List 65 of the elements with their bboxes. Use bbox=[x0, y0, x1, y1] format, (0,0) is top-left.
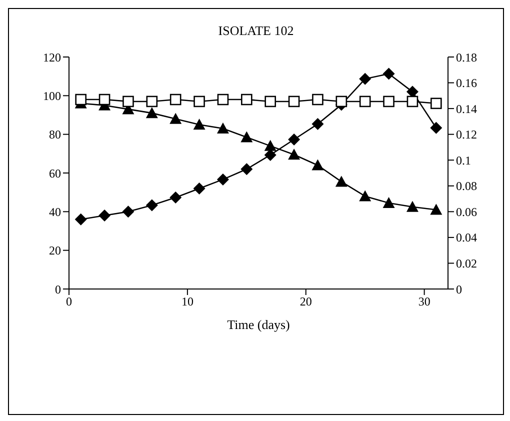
point bbox=[312, 159, 324, 170]
point bbox=[359, 190, 372, 202]
point bbox=[382, 68, 395, 80]
x-tick-label: 30 bbox=[418, 294, 430, 309]
point bbox=[359, 96, 371, 108]
point bbox=[146, 96, 158, 108]
point bbox=[193, 182, 206, 194]
point bbox=[383, 96, 394, 108]
y2-tick-label: 0 bbox=[456, 282, 462, 296]
point bbox=[146, 107, 158, 118]
y-tick-label: 60 bbox=[49, 166, 61, 180]
point bbox=[217, 94, 229, 106]
y-tick-label: 100 bbox=[43, 88, 61, 103]
x-tick-label: 20 bbox=[300, 294, 312, 309]
point bbox=[241, 94, 252, 106]
y2-tick-label: 0.12 bbox=[456, 128, 477, 142]
point bbox=[98, 210, 111, 222]
point bbox=[170, 94, 182, 106]
point bbox=[170, 191, 182, 204]
y2-tick-label: 0.06 bbox=[456, 204, 477, 219]
y-tick-label: 40 bbox=[49, 204, 61, 219]
point bbox=[336, 96, 348, 108]
y-tick-label: 20 bbox=[49, 244, 61, 258]
point bbox=[75, 94, 86, 106]
point bbox=[216, 122, 229, 134]
point bbox=[122, 206, 134, 218]
chart-title: ISOLATE 102 bbox=[217, 23, 295, 39]
point bbox=[312, 94, 324, 106]
point bbox=[359, 72, 372, 85]
x-tick-label: 10 bbox=[181, 294, 194, 309]
point bbox=[430, 204, 442, 215]
point bbox=[335, 176, 348, 187]
point bbox=[430, 122, 442, 134]
y2-tick-label: 0.18 bbox=[456, 50, 477, 64]
point bbox=[122, 96, 134, 108]
x-axis-title: Time (days) bbox=[227, 317, 290, 332]
point bbox=[194, 96, 205, 108]
point bbox=[146, 199, 158, 212]
point bbox=[406, 200, 418, 212]
point bbox=[98, 94, 110, 106]
y2-tick-label: 0.14 bbox=[456, 102, 477, 116]
point bbox=[240, 163, 253, 176]
point bbox=[406, 96, 418, 108]
point bbox=[312, 118, 324, 130]
y-tick-label: 0 bbox=[55, 282, 61, 296]
y-tick-label: 120 bbox=[43, 50, 61, 64]
y2-tick-label: 0.02 bbox=[456, 256, 477, 270]
y2-tick-label: 0.1 bbox=[456, 153, 471, 168]
y2-tick-label: 0.08 bbox=[456, 179, 477, 194]
point bbox=[288, 133, 300, 146]
x-tick-label: 0 bbox=[66, 294, 72, 309]
point bbox=[382, 196, 395, 208]
point bbox=[193, 118, 206, 130]
point bbox=[288, 148, 300, 160]
point bbox=[170, 112, 182, 124]
point bbox=[240, 131, 253, 142]
point bbox=[264, 140, 276, 151]
y2-tick-label: 0.16 bbox=[456, 76, 477, 90]
y2-tick-label: 0.04 bbox=[456, 230, 477, 245]
point bbox=[216, 173, 229, 186]
point bbox=[430, 98, 442, 110]
y-tick-label: 80 bbox=[49, 128, 61, 142]
point bbox=[74, 213, 87, 226]
point bbox=[264, 96, 276, 108]
point bbox=[288, 96, 300, 108]
